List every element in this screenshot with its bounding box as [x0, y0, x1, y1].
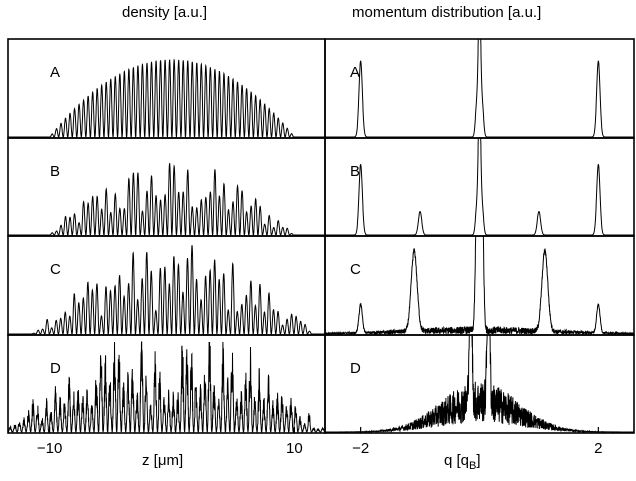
density-curve-D — [7, 341, 326, 434]
density-x-tick-label: −10 — [37, 440, 62, 457]
momentum-panel-label: B — [350, 163, 360, 180]
momentum-curve-B — [325, 137, 634, 236]
density-panel-frame-D — [7, 334, 326, 434]
density-panel-label: B — [50, 163, 60, 180]
momentum-panel-frame-B — [324, 137, 635, 237]
panel-labels: A A B B C C D D — [50, 64, 361, 377]
density-curve-B — [8, 163, 325, 237]
momentum-curve-D — [325, 334, 634, 434]
left-column-title: density [a.u.] — [122, 4, 208, 21]
right-column-title: momentum distribution [a.u.] — [352, 4, 542, 21]
density-panel-label: D — [50, 360, 61, 377]
density-panel-label: A — [50, 64, 60, 81]
tick-marks: −10 10 −2 2 — [37, 427, 603, 457]
density-curve-C — [8, 245, 325, 336]
momentum-panel-label: D — [350, 360, 361, 377]
momentum-panel-frame-A — [324, 38, 635, 139]
left-x-axis-label: z [μm] — [142, 452, 184, 469]
momentum-panel-frame-C — [324, 235, 635, 336]
momentum-curve-A — [325, 38, 634, 138]
right-x-axis-label-subscript: B — [469, 460, 477, 472]
right-x-axis-label: q [qB] — [444, 452, 481, 472]
momentum-panel-label: C — [350, 261, 361, 278]
momentum-curve-C — [324, 235, 635, 336]
density-panel-label: C — [50, 261, 61, 278]
right-x-axis-label-close: ] — [476, 452, 481, 469]
momentum-x-tick-label: −2 — [352, 440, 369, 457]
momentum-panel-frame-D — [324, 334, 635, 434]
density-x-tick-label: 10 — [286, 440, 303, 457]
density-curve-A — [8, 58, 325, 139]
curves — [7, 38, 635, 434]
momentum-x-tick-label: 2 — [594, 440, 602, 457]
right-x-axis-label-main: q [q — [444, 452, 470, 469]
momentum-panel-label: A — [350, 64, 360, 81]
